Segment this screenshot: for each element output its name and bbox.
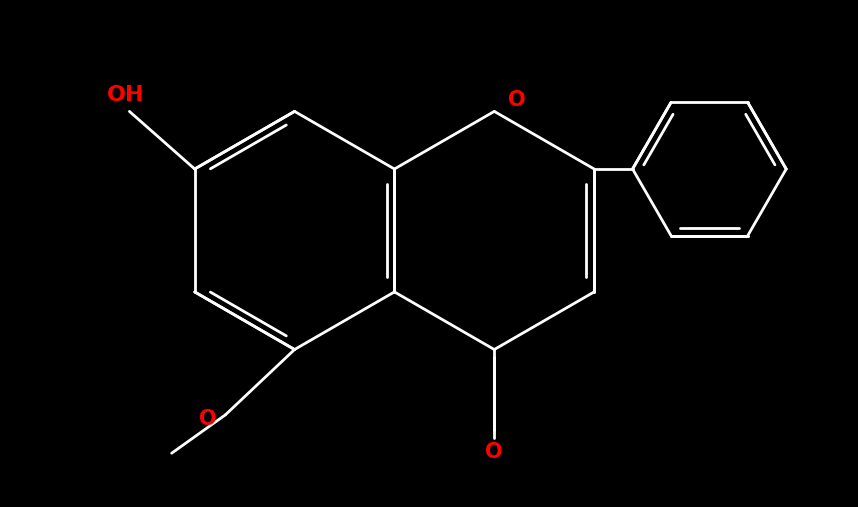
Text: O: O <box>508 90 526 110</box>
Text: O: O <box>486 442 503 462</box>
Text: O: O <box>198 409 216 428</box>
Text: OH: OH <box>106 85 144 105</box>
